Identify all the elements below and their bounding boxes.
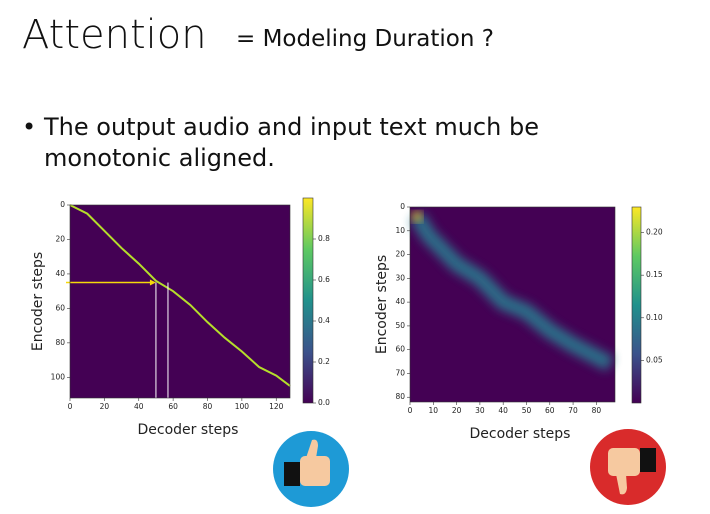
x-tick-label: 40 [134,402,144,411]
y-tick-label: 60 [55,303,65,312]
y-tick-label: 0 [400,202,405,211]
x-tick-label: 70 [568,406,578,415]
alignment-path [69,204,291,387]
colorbar-tick-label: 0.15 [646,270,663,279]
alignment-glow [410,212,614,372]
y-tick-label: 50 [395,321,405,330]
bullet: • The output audio and input text much be… [22,112,622,174]
y-tick-label: 0 [60,200,65,209]
x-axis-label: Decoder steps [470,426,571,442]
y-tick-label: 40 [55,269,65,278]
bullet-text: The output audio and input text much be … [44,113,539,172]
thumbs-down-icon [590,429,666,505]
x-tick-label: 80 [203,402,213,411]
bullet-dot: • [22,113,37,141]
colorbar-tick-label: 0.8 [318,234,330,243]
x-tick-label: 60 [168,402,178,411]
colorbar [631,206,642,404]
y-tick-label: 80 [55,338,65,347]
plot-frame [69,204,291,399]
x-tick-label: 30 [475,406,485,415]
y-tick-label: 80 [395,392,405,401]
colorbar-tick-label: 0.4 [318,316,330,325]
plot-frame [409,206,616,403]
x-tick-label: 50 [522,406,532,415]
colorbar-tick-label: 0.20 [646,228,663,237]
x-tick-label: 20 [100,402,110,411]
colorbar-tick-label: 0.6 [318,275,330,284]
heatmap-background [70,205,290,398]
colorbar [302,197,314,404]
y-tick-label: 30 [395,273,405,282]
x-tick-label: 0 [68,402,73,411]
y-tick-label: 60 [395,345,405,354]
x-tick-label: 120 [269,402,284,411]
colorbar-tick-label: 0.2 [318,357,330,366]
x-axis-label: Decoder steps [138,422,239,438]
colorbar-tick-label: 0.05 [646,355,663,364]
x-tick-label: 20 [452,406,462,415]
x-tick-label: 60 [545,406,555,415]
x-tick-label: 10 [429,406,439,415]
slide-title: Attention [22,12,207,58]
arrow-head [149,279,156,286]
x-tick-label: 80 [592,406,602,415]
y-tick-label: 20 [395,250,405,259]
thumbs-up-icon [273,431,349,507]
y-tick-label: 10 [395,226,405,235]
y-tick-label: 100 [51,372,66,381]
y-tick-label: 40 [395,297,405,306]
y-tick-label: 70 [395,368,405,377]
y-axis-label: Encoder steps [374,255,390,354]
colorbar-tick-label: 0.0 [318,398,330,407]
x-tick-label: 0 [408,406,413,415]
slide-subtitle: = Modeling Duration ? [236,26,494,52]
y-axis-label: Encoder steps [30,252,46,351]
colorbar-tick-label: 0.10 [646,313,663,322]
x-tick-label: 40 [498,406,508,415]
alignment-peak [411,211,422,222]
x-tick-label: 100 [235,402,250,411]
y-tick-label: 20 [55,234,65,243]
